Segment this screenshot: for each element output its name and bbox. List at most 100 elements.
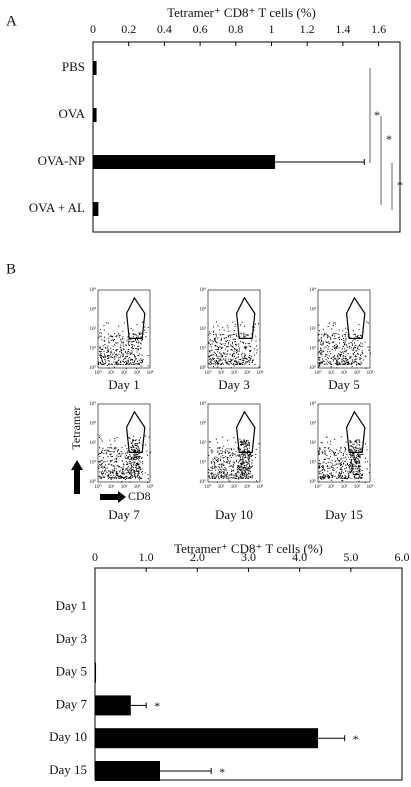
flow-dot (246, 358, 248, 360)
flow-dot (241, 442, 243, 444)
flow-dot (340, 473, 342, 475)
flow-dot (116, 471, 118, 473)
flow-dot (124, 362, 126, 364)
flow-dot (240, 464, 242, 466)
flow-dot (245, 468, 247, 470)
flow-dot (129, 471, 131, 473)
flow-dot (345, 441, 347, 443)
flow-frame (317, 289, 371, 369)
flow-dot (211, 359, 213, 361)
flow-dot (141, 471, 143, 473)
flow-dot (230, 474, 232, 476)
flow-dot (341, 471, 343, 473)
flow-dot (243, 462, 245, 464)
flow-dot (355, 471, 357, 473)
flow-dot (210, 344, 212, 346)
flow-dot (120, 355, 122, 357)
flow-dot (349, 459, 351, 461)
flow-dot (320, 340, 322, 342)
flow-dot (248, 343, 250, 345)
flow-dot (356, 442, 358, 444)
flow-dot (145, 336, 147, 338)
plot-frame (92, 41, 401, 233)
flow-dot (218, 363, 220, 365)
flow-dot (122, 463, 124, 465)
flow-dot (342, 356, 344, 358)
flow-dot (142, 460, 144, 462)
flow-dot (135, 469, 137, 471)
flow-dot (218, 360, 220, 362)
category-label: Day 5 (56, 664, 87, 679)
flow-dot (103, 472, 105, 474)
flow-dot (244, 441, 246, 443)
flow-dot (250, 466, 252, 468)
flow-dot (136, 475, 138, 477)
flow-dot (216, 456, 218, 458)
flow-dot (112, 477, 114, 479)
flow-dot (112, 345, 114, 347)
flow-dot (351, 365, 353, 367)
flow-dot (136, 458, 138, 460)
flow-dot (129, 467, 131, 469)
flow-dot (327, 458, 329, 460)
flow-dot (127, 358, 129, 360)
flow-dot (222, 471, 224, 473)
flow-dot (328, 355, 330, 357)
flow-dot (108, 475, 110, 477)
flow-dot (235, 348, 237, 350)
flow-dot (240, 362, 242, 364)
flow-dot (212, 466, 214, 468)
flow-dot (350, 468, 352, 470)
flow-dot (325, 359, 327, 361)
flow-dot (139, 334, 141, 336)
flow-dot (245, 456, 247, 458)
flow-dot (327, 470, 329, 472)
flow-dot (335, 471, 337, 473)
flow-dot (339, 475, 341, 477)
flow-dot (127, 436, 129, 438)
flow-dot (320, 353, 322, 355)
flow-dot (127, 353, 129, 355)
flow-dot (249, 447, 251, 449)
flow-dot (343, 339, 345, 341)
flow-dot (223, 475, 225, 477)
flow-dot (133, 458, 135, 460)
flow-dot (105, 449, 107, 451)
flow-dot (248, 442, 250, 444)
flow-dot (239, 468, 241, 470)
flow-dot (121, 473, 123, 475)
flow-dot (347, 363, 349, 365)
flow-dot (211, 452, 213, 454)
flow-dot (319, 470, 321, 472)
flow-dot (221, 354, 223, 356)
flow-dot (234, 348, 236, 350)
flow-dot (255, 340, 257, 342)
flow-dot (328, 477, 330, 479)
flow-dot (125, 356, 127, 358)
flow-dot (357, 347, 359, 349)
chart-title: Tetramer⁺ CD8⁺ T cells (%) (174, 541, 323, 556)
flow-dot (222, 464, 224, 466)
flow-dot (145, 332, 147, 334)
flow-dot (239, 336, 241, 338)
flow-dot (238, 359, 240, 361)
flow-dot (325, 340, 327, 342)
flow-dot (242, 461, 244, 463)
flow-dot (318, 366, 320, 368)
flow-dot (356, 473, 358, 475)
flow-dot (138, 363, 140, 365)
flow-dot (248, 361, 250, 363)
flow-dot (130, 474, 132, 476)
flow-dot (222, 354, 224, 356)
flow-dot (342, 354, 344, 356)
flow-dot (130, 456, 132, 458)
flow-dot (354, 461, 356, 463)
flow-dot (365, 458, 367, 460)
flow-dot (359, 334, 361, 336)
flow-dot (357, 449, 359, 451)
flow-dot (359, 344, 361, 346)
flow-dot (230, 334, 232, 336)
flow-dot (137, 462, 139, 464)
flow-dot (321, 351, 323, 353)
flow-dot (238, 472, 240, 474)
